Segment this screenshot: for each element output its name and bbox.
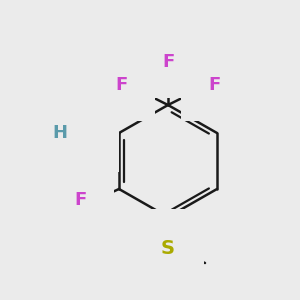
- Text: F: F: [116, 76, 128, 94]
- Text: F: F: [162, 53, 174, 71]
- Text: S: S: [161, 238, 175, 257]
- Text: F: F: [208, 76, 220, 94]
- Text: H: H: [52, 124, 67, 142]
- Text: O: O: [74, 124, 90, 142]
- Text: F: F: [75, 191, 87, 209]
